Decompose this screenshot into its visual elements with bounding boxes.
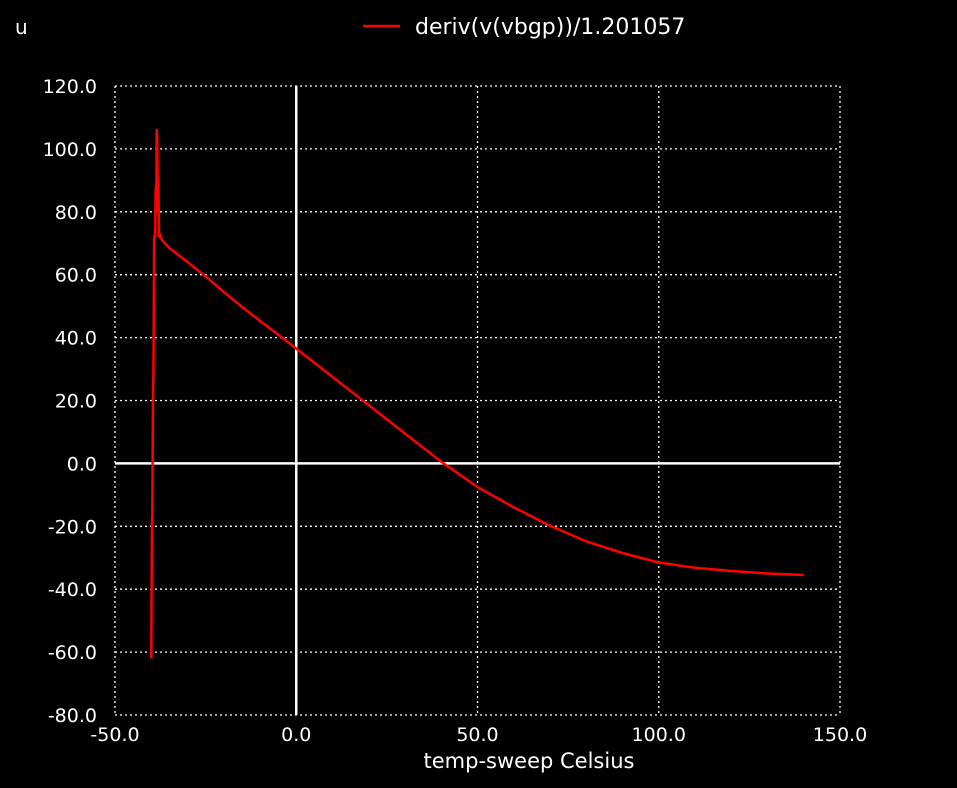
zero-axis-lines	[115, 86, 840, 715]
legend: deriv(v(vbgp))/1.201057	[363, 15, 685, 40]
y-tick-label: 60.0	[55, 265, 97, 287]
x-tick-label: 50.0	[456, 724, 498, 746]
y-tick-label: 100.0	[43, 139, 97, 161]
x-tick-labels: -50.0 0.0 50.0 100.0 150.0	[90, 724, 867, 746]
y-unit-label: u	[15, 15, 28, 39]
y-tick-label: 120.0	[43, 76, 97, 98]
y-tick-label: -40.0	[48, 579, 97, 601]
grid	[114, 85, 841, 716]
series	[150, 128, 804, 659]
y-tick-labels: 120.0 100.0 80.0 60.0 40.0 20.0 0.0 -20.0 -40.0 -…	[43, 76, 97, 727]
y-tick-label: 0.0	[67, 453, 97, 475]
x-tick-label: 100.0	[632, 724, 686, 746]
y-tick-label: 40.0	[55, 328, 97, 350]
y-tick-label: -60.0	[48, 642, 97, 664]
legend-label: deriv(v(vbgp))/1.201057	[415, 15, 685, 40]
y-tick-label: 20.0	[55, 391, 97, 413]
y-tick-label: -20.0	[48, 516, 97, 538]
x-tick-label: 150.0	[813, 724, 867, 746]
x-axis-title: temp-sweep Celsius	[424, 749, 635, 773]
x-tick-label: 0.0	[281, 724, 311, 746]
y-tick-label: -80.0	[48, 705, 97, 727]
y-tick-label: 80.0	[55, 202, 97, 224]
x-tick-label: -50.0	[90, 724, 139, 746]
series-line	[150, 128, 804, 659]
